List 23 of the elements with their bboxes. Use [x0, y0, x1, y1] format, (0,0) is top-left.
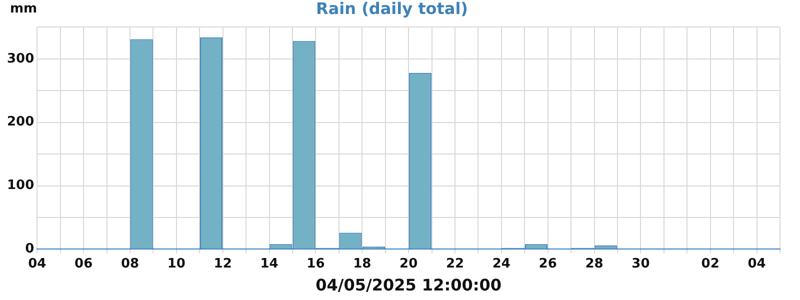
- x-tick-label: 26: [538, 256, 557, 272]
- x-tick-label: 22: [446, 256, 464, 272]
- x-tick-label: 04: [748, 256, 766, 272]
- x-axis-title: 04/05/2025 12:00:00: [316, 276, 502, 295]
- x-tick-label: 04: [28, 256, 46, 272]
- x-tick-label: 12: [214, 256, 232, 272]
- x-tick-label: 10: [167, 256, 186, 272]
- x-tick-label: 28: [585, 256, 604, 272]
- y-tick-label: 300: [6, 51, 34, 66]
- y-tick-label: 100: [6, 178, 34, 194]
- x-tick-label: 08: [120, 256, 140, 272]
- x-tick-label: 20: [400, 256, 418, 272]
- y-tick-label: 0: [25, 242, 34, 257]
- x-tick-label: 24: [492, 256, 510, 272]
- x-tick-label: 06: [74, 256, 93, 272]
- y-axis-title: mm: [10, 1, 38, 16]
- x-tick-label: 30: [632, 256, 650, 272]
- x-tick-label: 14: [260, 256, 278, 272]
- x-tick-label: 02: [701, 256, 720, 272]
- chart-title: Rain (daily total): [316, 0, 468, 18]
- x-tick-label: 18: [353, 256, 372, 272]
- x-tick-label: 16: [306, 256, 325, 272]
- y-tick-label: 200: [6, 114, 34, 130]
